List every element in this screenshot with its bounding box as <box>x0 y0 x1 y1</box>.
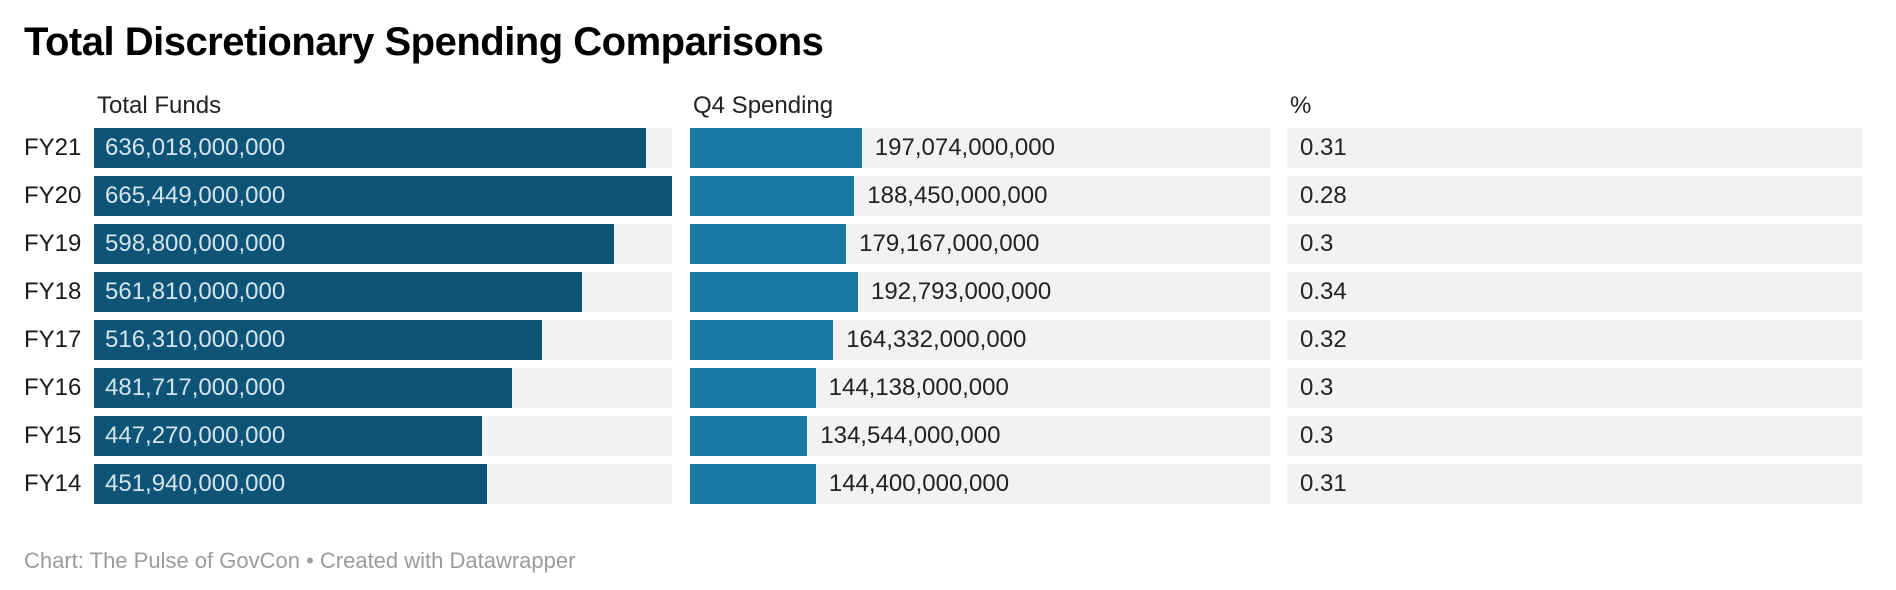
total-funds-value: 516,310,000,000 <box>105 326 286 353</box>
total-funds-bar: 451,940,000,000 <box>94 464 487 504</box>
q4-spending-value: 188,450,000,000 <box>867 182 1048 209</box>
q4-spending-bar <box>690 320 834 360</box>
q4-spending-cell: 179,167,000,000 <box>690 224 1270 264</box>
percent-cell: 0.3 <box>1287 224 1862 264</box>
chart-container: Total Discretionary Spending Comparisons… <box>24 20 1896 573</box>
row-label: FY19 <box>24 230 82 257</box>
percent-value: 0.31 <box>1300 134 1347 161</box>
q4-spending-cell: 188,450,000,000 <box>690 176 1270 216</box>
row-label: FY15 <box>24 422 82 449</box>
total-funds-value: 561,810,000,000 <box>105 278 286 305</box>
table-row: FY17 516,310,000,000 164,332,000,000 0.3… <box>24 320 1896 360</box>
row-label: FY18 <box>24 278 82 305</box>
q4-spending-bar <box>690 176 855 216</box>
total-funds-bar: 516,310,000,000 <box>94 320 543 360</box>
row-label: FY20 <box>24 182 82 209</box>
percent-cell: 0.32 <box>1287 320 1862 360</box>
q4-spending-bar <box>690 224 847 264</box>
q4-spending-cell: 134,544,000,000 <box>690 416 1270 456</box>
table-row: FY20 665,449,000,000 188,450,000,000 0.2… <box>24 176 1896 216</box>
q4-spending-value: 164,332,000,000 <box>846 326 1027 353</box>
table-row: FY16 481,717,000,000 144,138,000,000 0.3 <box>24 368 1896 408</box>
row-label: FY14 <box>24 470 82 497</box>
chart-attribution: Chart: The Pulse of GovCon • Created wit… <box>24 548 576 573</box>
row-label: FY17 <box>24 326 82 353</box>
q4-spending-value: 197,074,000,000 <box>874 134 1055 161</box>
total-funds-bar: 561,810,000,000 <box>94 272 582 312</box>
q4-spending-value: 144,400,000,000 <box>828 470 1010 497</box>
q4-spending-cell: 192,793,000,000 <box>690 272 1270 312</box>
table-row: FY19 598,800,000,000 179,167,000,000 0.3 <box>24 224 1896 264</box>
total-funds-bar: 481,717,000,000 <box>94 368 513 408</box>
header-total-funds: Total Funds <box>97 92 222 119</box>
percent-value: 0.32 <box>1300 326 1347 353</box>
q4-spending-value: 134,544,000,000 <box>820 422 1001 449</box>
column-headers: Total Funds Q4 Spending % <box>24 92 1896 120</box>
table-row: FY18 561,810,000,000 192,793,000,000 0.3… <box>24 272 1896 312</box>
percent-cell: 0.28 <box>1287 176 1862 216</box>
total-funds-value: 665,449,000,000 <box>105 182 286 209</box>
total-funds-value: 481,717,000,000 <box>105 374 286 401</box>
header-q4-spending: Q4 Spending <box>693 92 834 119</box>
total-funds-cell: 516,310,000,000 <box>94 320 672 360</box>
q4-spending-cell: 144,400,000,000 <box>690 464 1270 504</box>
q4-spending-bar <box>690 464 816 504</box>
total-funds-cell: 598,800,000,000 <box>94 224 672 264</box>
total-funds-value: 598,800,000,000 <box>105 230 286 257</box>
total-funds-bar: 447,270,000,000 <box>94 416 483 456</box>
total-funds-cell: 481,717,000,000 <box>94 368 672 408</box>
percent-value: 0.3 <box>1300 374 1334 401</box>
q4-spending-bar <box>690 368 816 408</box>
q4-spending-cell: 164,332,000,000 <box>690 320 1270 360</box>
q4-spending-cell: 197,074,000,000 <box>690 128 1270 168</box>
total-funds-cell: 665,449,000,000 <box>94 176 672 216</box>
table-row: FY14 451,940,000,000 144,400,000,000 0.3… <box>24 464 1896 504</box>
table-row: FY21 636,018,000,000 197,074,000,000 0.3… <box>24 128 1896 168</box>
q4-spending-value: 192,793,000,000 <box>871 278 1052 305</box>
row-label: FY21 <box>24 134 82 161</box>
q4-spending-cell: 144,138,000,000 <box>690 368 1270 408</box>
total-funds-cell: 636,018,000,000 <box>94 128 672 168</box>
total-funds-bar: 636,018,000,000 <box>94 128 647 168</box>
percent-value: 0.34 <box>1300 278 1347 305</box>
header-percent: % <box>1290 92 1312 119</box>
total-funds-value: 447,270,000,000 <box>105 422 286 449</box>
chart-rows: FY21 636,018,000,000 197,074,000,000 0.3… <box>24 128 1896 504</box>
q4-spending-value: 144,138,000,000 <box>828 374 1009 401</box>
percent-value: 0.31 <box>1300 470 1347 497</box>
total-funds-cell: 451,940,000,000 <box>94 464 672 504</box>
percent-cell: 0.31 <box>1287 464 1862 504</box>
table-row: FY15 447,270,000,000 134,544,000,000 0.3 <box>24 416 1896 456</box>
row-label: FY16 <box>24 374 82 401</box>
percent-value: 0.3 <box>1300 422 1334 449</box>
total-funds-cell: 561,810,000,000 <box>94 272 672 312</box>
total-funds-cell: 447,270,000,000 <box>94 416 672 456</box>
percent-value: 0.3 <box>1300 230 1334 257</box>
total-funds-value: 451,940,000,000 <box>105 470 286 497</box>
percent-cell: 0.31 <box>1287 128 1862 168</box>
chart-title: Total Discretionary Spending Comparisons <box>24 20 824 64</box>
q4-spending-value: 179,167,000,000 <box>859 230 1040 257</box>
percent-cell: 0.3 <box>1287 416 1862 456</box>
q4-spending-bar <box>690 128 862 168</box>
percent-cell: 0.3 <box>1287 368 1862 408</box>
q4-spending-bar <box>690 416 808 456</box>
total-funds-bar: 665,449,000,000 <box>94 176 672 216</box>
percent-value: 0.28 <box>1300 182 1347 209</box>
q4-spending-bar <box>690 272 859 312</box>
total-funds-value: 636,018,000,000 <box>105 134 286 161</box>
total-funds-bar: 598,800,000,000 <box>94 224 615 264</box>
percent-cell: 0.34 <box>1287 272 1862 312</box>
